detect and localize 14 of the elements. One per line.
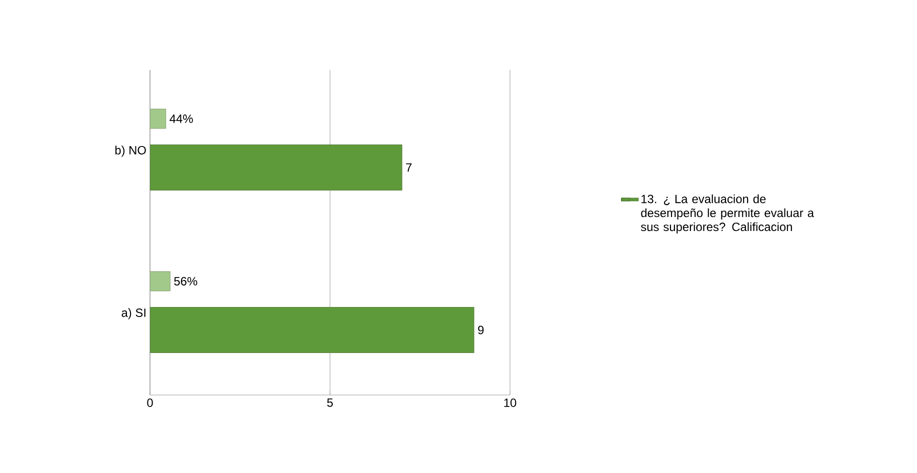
data-label: 56% [174, 277, 198, 286]
data-label: 7 [406, 163, 412, 172]
y-tick-label: a) SI [122, 308, 146, 320]
x-tick-label: 0 [147, 398, 153, 407]
data-label: 44% [170, 114, 193, 123]
y-tick-label: b) NO [115, 146, 146, 157]
bar [150, 307, 474, 353]
data-label: 9 [478, 326, 484, 334]
x-tick-label: 5 [327, 398, 333, 407]
bar [150, 108, 166, 129]
bar [150, 271, 170, 292]
legend-label: 13. ¿ La evaluacion de desempeño le permite evaluar a sus superiores? Calificacion [640, 194, 814, 234]
bar [150, 144, 402, 190]
x-tick-label: 10 [504, 398, 516, 407]
